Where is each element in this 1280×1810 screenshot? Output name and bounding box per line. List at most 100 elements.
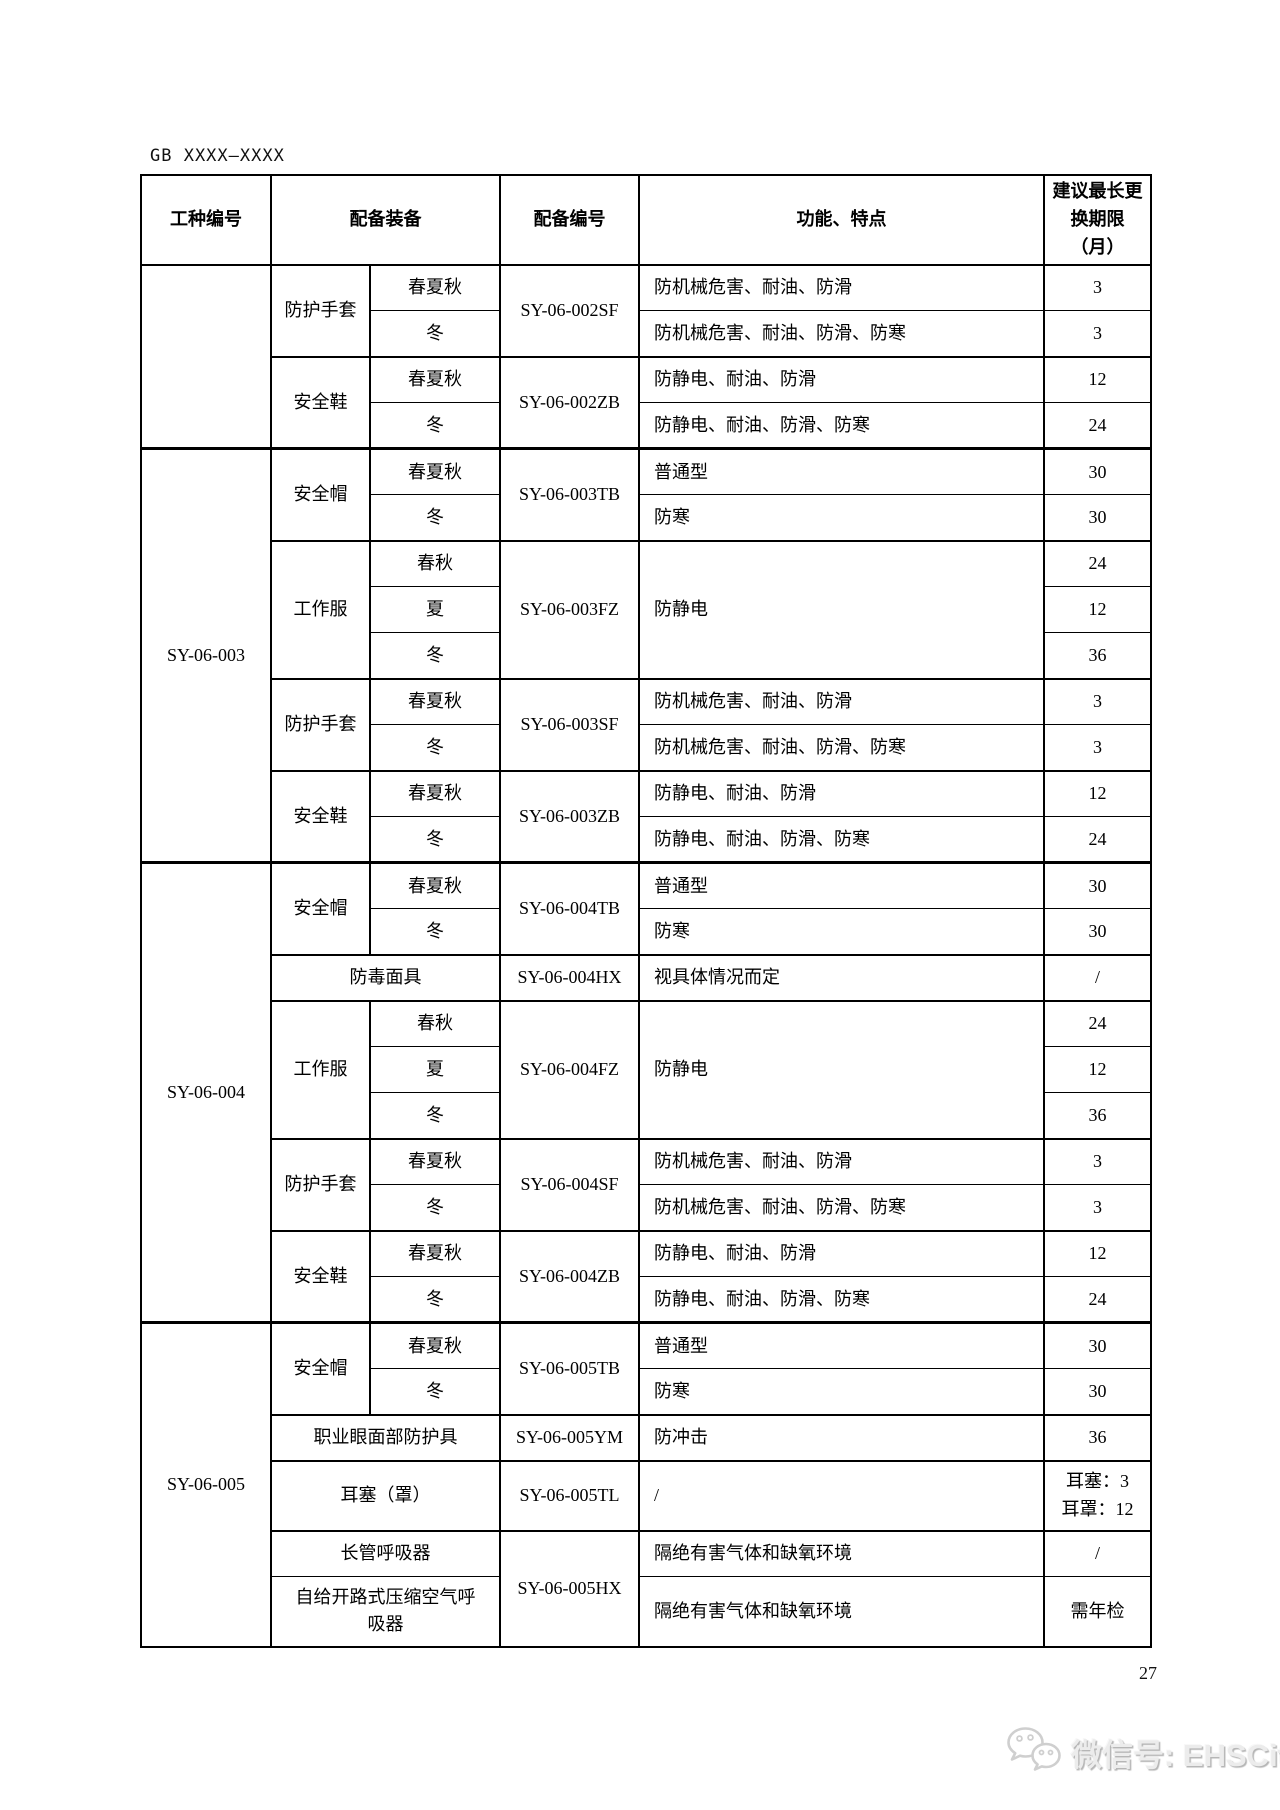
- cell-function: 普通型: [638, 447, 1045, 496]
- cell-period-line1: 耳塞：3: [1066, 1470, 1129, 1491]
- cell-equipment: 安全鞋: [270, 769, 371, 864]
- cell-period: 24: [1043, 1276, 1152, 1324]
- cell-function: 防机械危害、耐油、防滑: [638, 264, 1045, 312]
- cell-equipment: 安全鞋: [270, 355, 371, 450]
- cell-code: SY-06-003SF: [499, 677, 640, 772]
- cell-season: 冬: [369, 1368, 501, 1416]
- cell-equipment-line2: 吸器: [367, 1614, 404, 1635]
- table-row: 安全鞋 春夏秋 SY-06-003ZB 防静电、耐油、防滑 12: [141, 769, 1152, 864]
- cell-season: 春夏秋: [369, 861, 501, 910]
- cell-code: SY-06-005HX: [499, 1529, 640, 1648]
- cell-season: 冬: [369, 724, 501, 772]
- cell-equipment: 安全帽: [270, 447, 371, 542]
- table-row: 冬 防机械危害、耐油、防滑、防寒 3: [141, 1184, 1152, 1232]
- cell-period: 12: [1043, 1046, 1152, 1094]
- cell-equipment-line1: 自给开路式压缩空气呼: [295, 1586, 476, 1607]
- cell-function: 防机械危害、耐油、防滑: [638, 677, 1045, 726]
- cell-season: 春秋: [369, 539, 501, 588]
- cell-function: 视具体情况而定: [638, 953, 1045, 1002]
- cell-function: 防静电: [638, 999, 1045, 1140]
- cell-code: SY-06-004HX: [499, 953, 640, 1002]
- cell-period: 24: [1043, 999, 1152, 1048]
- cell-season: 冬: [369, 908, 501, 956]
- cell-function: 防静电、耐油、防滑: [638, 769, 1045, 818]
- table-row: 冬 36: [141, 632, 1152, 680]
- cell-period: 12: [1043, 586, 1152, 634]
- cell-period: /: [1043, 1529, 1152, 1578]
- cell-equipment: 安全帽: [270, 1321, 371, 1416]
- cell-equipment: 耳塞（罩）: [270, 1459, 501, 1532]
- cell-code: SY-06-004FZ: [499, 999, 640, 1140]
- cell-season: 冬: [369, 402, 501, 450]
- cell-function: 隔绝有害气体和缺氧环境: [638, 1529, 1045, 1578]
- cell-period: 3: [1043, 264, 1152, 312]
- table-row: 工作服 春秋 SY-06-003FZ 防静电 24: [141, 539, 1152, 680]
- cell-season: 春夏秋: [369, 264, 501, 312]
- cell-equipment: 防护手套: [270, 677, 371, 772]
- table-row: 防护手套 春夏秋 SY-06-002SF 防机械危害、耐油、防滑 3: [140, 264, 1152, 450]
- header-period-line1: 建议最长更: [1052, 181, 1143, 201]
- cell-function: 普通型: [638, 861, 1045, 910]
- header-function: 功能、特点: [638, 174, 1045, 266]
- wechat-watermark: 微信号: EHSCity: [1002, 1722, 1280, 1783]
- cell-equipment: 防护手套: [270, 264, 371, 358]
- cell-equipment: 安全帽: [270, 861, 371, 956]
- cell-season: 冬: [369, 1092, 501, 1140]
- table-row: 工作服 春秋 SY-06-004FZ 防静电 24: [141, 999, 1152, 1140]
- table-row: 冬 防机械危害、耐油、防滑、防寒 3: [141, 310, 1152, 358]
- cell-period: 12: [1043, 769, 1152, 818]
- cell-season: 冬: [369, 310, 501, 358]
- cell-period: 12: [1043, 1229, 1152, 1278]
- cell-function: 防机械危害、耐油、防滑: [638, 1137, 1045, 1186]
- table-row: SY-06-004 安全帽 春夏秋 SY-06-004TB 普通型 30: [140, 861, 1152, 1324]
- cell-period-line2: 耳罩：12: [1061, 1498, 1134, 1519]
- cell-function: 防静电、耐油、防滑: [638, 355, 1045, 404]
- cell-period: 3: [1043, 724, 1152, 772]
- cell-code: SY-06-002ZB: [499, 355, 640, 450]
- cell-function: 防机械危害、耐油、防滑、防寒: [638, 310, 1045, 358]
- cell-code: SY-06-002SF: [499, 264, 640, 358]
- cell-period: 12: [1043, 355, 1152, 404]
- cell-period: 需年检: [1043, 1576, 1152, 1648]
- table-row: 耳塞（罩） SY-06-005TL / 耳塞：3 耳罩：12: [141, 1459, 1152, 1532]
- cell-code: SY-06-003FZ: [499, 539, 640, 680]
- cell-code: SY-06-005TL: [499, 1459, 640, 1532]
- table-row: 自给开路式压缩空气呼 吸器 隔绝有害气体和缺氧环境 需年检: [141, 1576, 1152, 1648]
- wechat-icon: [1002, 1722, 1066, 1783]
- cell-season: 冬: [369, 816, 501, 864]
- cell-period: 30: [1043, 908, 1152, 956]
- cell-code: SY-06-004TB: [499, 861, 640, 956]
- cell-season: 春秋: [369, 999, 501, 1048]
- table-row: 冬 防寒 30: [141, 1368, 1152, 1416]
- cell-equipment: 工作服: [270, 999, 371, 1140]
- cell-period: 30: [1043, 494, 1152, 542]
- cell-season: 冬: [369, 494, 501, 542]
- cell-function: 防静电、耐油、防滑、防寒: [638, 402, 1045, 450]
- cell-period: 36: [1043, 1092, 1152, 1140]
- cell-equipment: 安全鞋: [270, 1229, 371, 1324]
- table-row: SY-06-005 安全帽 春夏秋 SY-06-005TB 普通型 30: [140, 1321, 1152, 1648]
- table-row: 冬 防静电、耐油、防滑、防寒 24: [141, 402, 1152, 450]
- cell-period: 36: [1043, 1413, 1152, 1462]
- cell-period: 30: [1043, 1321, 1152, 1370]
- cell-function: 防寒: [638, 908, 1045, 956]
- cell-equipment: 工作服: [270, 539, 371, 680]
- cell-season: 春夏秋: [369, 1321, 501, 1370]
- cell-period: 30: [1043, 861, 1152, 910]
- header-period-line2: 换期限（月）: [1070, 208, 1125, 257]
- table-row: 职业眼面部防护具 SY-06-005YM 防冲击 36: [141, 1413, 1152, 1462]
- cell-worker-code: SY-06-004: [140, 861, 272, 1324]
- cell-period: 36: [1043, 632, 1152, 680]
- standard-number-label: GB XXXX—XXXX: [150, 146, 285, 166]
- table-row: 冬 防寒 30: [141, 494, 1152, 542]
- cell-equipment: 自给开路式压缩空气呼 吸器: [270, 1576, 501, 1648]
- cell-code: SY-06-004ZB: [499, 1229, 640, 1324]
- page-number: 27: [1139, 1663, 1157, 1683]
- table-row: 长管呼吸器 SY-06-005HX 隔绝有害气体和缺氧环境 /: [141, 1529, 1152, 1648]
- cell-code: SY-06-004SF: [499, 1137, 640, 1232]
- cell-season: 夏: [369, 586, 501, 634]
- cell-season: 春夏秋: [369, 355, 501, 404]
- header-worker-code: 工种编号: [140, 174, 272, 266]
- header-equipment-code: 配备编号: [499, 174, 640, 266]
- cell-code: SY-06-003ZB: [499, 769, 640, 864]
